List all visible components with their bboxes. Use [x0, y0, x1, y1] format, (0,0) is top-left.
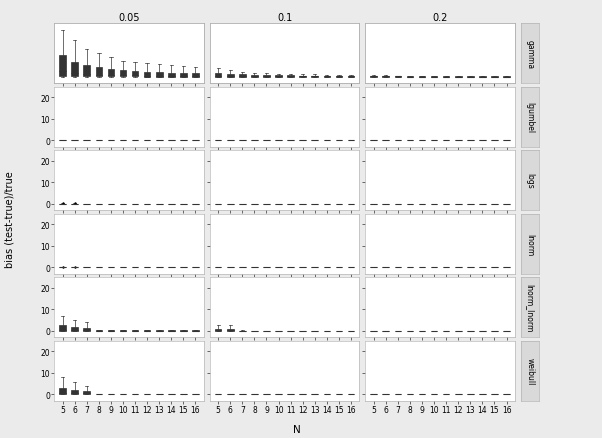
PathPatch shape: [370, 77, 377, 78]
Text: logs: logs: [526, 173, 535, 189]
PathPatch shape: [299, 76, 306, 78]
PathPatch shape: [323, 77, 330, 78]
PathPatch shape: [192, 74, 199, 78]
PathPatch shape: [72, 390, 78, 394]
PathPatch shape: [84, 66, 90, 77]
PathPatch shape: [394, 77, 401, 78]
Text: N: N: [293, 424, 300, 434]
PathPatch shape: [263, 76, 270, 78]
PathPatch shape: [227, 75, 234, 78]
PathPatch shape: [311, 77, 318, 78]
PathPatch shape: [108, 70, 114, 77]
PathPatch shape: [239, 75, 246, 78]
PathPatch shape: [251, 76, 258, 78]
PathPatch shape: [156, 73, 163, 78]
PathPatch shape: [84, 328, 90, 331]
Text: lnorm_lnorm: lnorm_lnorm: [526, 283, 535, 332]
PathPatch shape: [168, 74, 175, 78]
PathPatch shape: [60, 325, 66, 331]
Text: bias (test-true)/true: bias (test-true)/true: [4, 171, 14, 267]
PathPatch shape: [215, 329, 222, 331]
PathPatch shape: [120, 71, 126, 77]
PathPatch shape: [60, 56, 66, 76]
PathPatch shape: [60, 388, 66, 394]
PathPatch shape: [227, 329, 234, 331]
PathPatch shape: [96, 68, 102, 77]
Text: lnorm: lnorm: [526, 233, 535, 255]
PathPatch shape: [180, 74, 187, 78]
X-axis label: 0.1: 0.1: [277, 13, 292, 23]
PathPatch shape: [382, 77, 389, 78]
PathPatch shape: [215, 74, 222, 78]
Text: gamma: gamma: [526, 39, 535, 68]
PathPatch shape: [72, 63, 78, 77]
PathPatch shape: [287, 76, 294, 78]
X-axis label: 0.2: 0.2: [432, 13, 448, 23]
Text: weibull: weibull: [526, 357, 535, 385]
PathPatch shape: [84, 391, 90, 394]
PathPatch shape: [348, 77, 355, 78]
X-axis label: 0.05: 0.05: [118, 13, 140, 23]
PathPatch shape: [335, 77, 342, 78]
PathPatch shape: [275, 76, 282, 78]
Text: lgumbel: lgumbel: [526, 102, 535, 133]
PathPatch shape: [144, 73, 150, 78]
PathPatch shape: [132, 72, 138, 77]
PathPatch shape: [72, 327, 78, 331]
